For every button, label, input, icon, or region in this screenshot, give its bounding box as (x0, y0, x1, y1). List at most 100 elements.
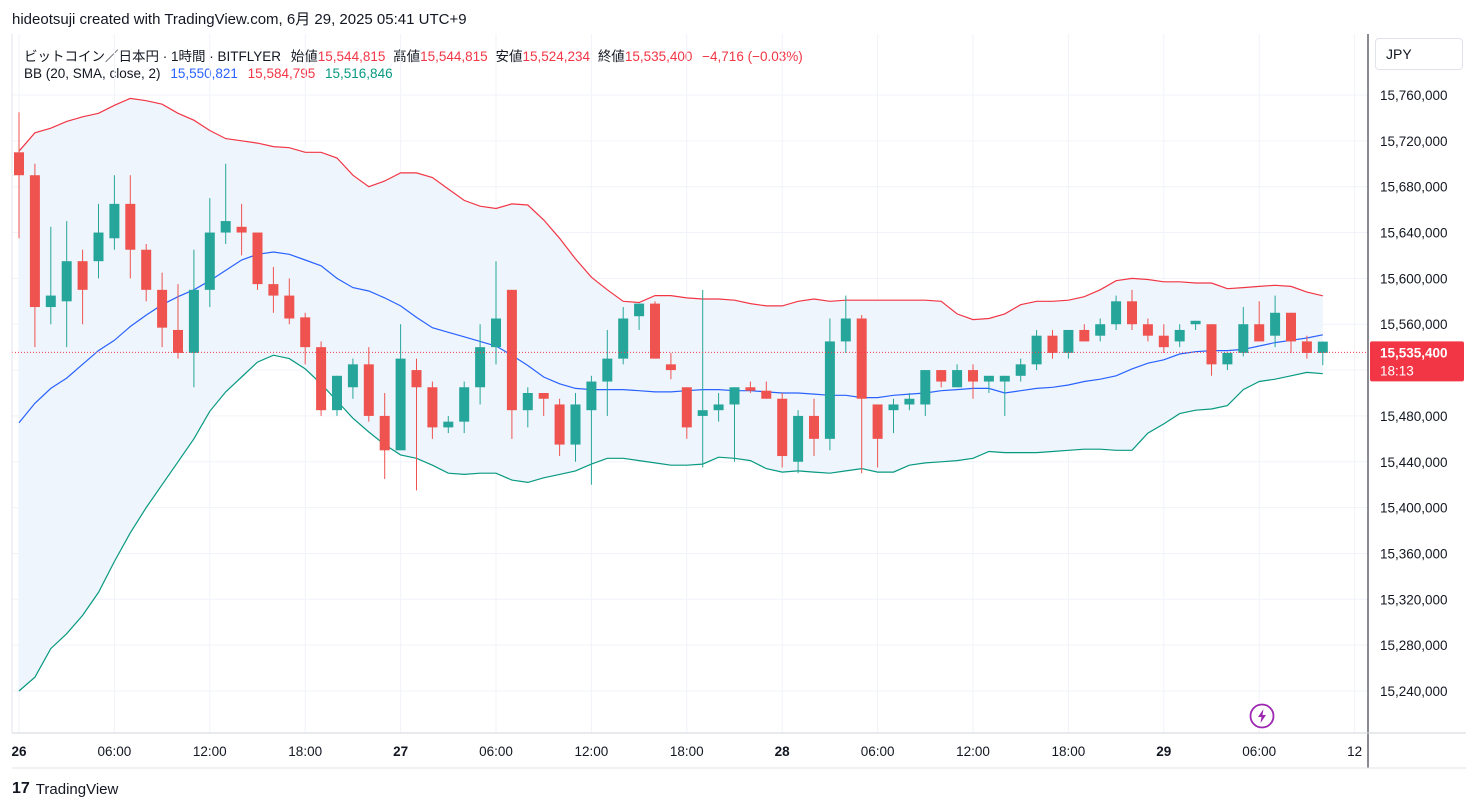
candle-body (697, 410, 708, 416)
y-tick-label: 15,320,000 (1380, 592, 1448, 607)
candle (840, 295, 851, 353)
candle (443, 415, 454, 434)
x-tick-label: 06:00 (98, 744, 132, 759)
y-tick-label: 15,680,000 (1380, 180, 1448, 195)
candle-body (1047, 335, 1058, 353)
symbol-description: ビットコイン／日本円 · 1時間 · BITFLYER (24, 49, 282, 64)
candle (125, 175, 136, 279)
y-tick-label: 15,720,000 (1380, 134, 1448, 149)
candle-body (1063, 329, 1074, 353)
candle-body (1111, 301, 1122, 325)
candles (14, 112, 1328, 491)
candle (1206, 324, 1217, 376)
x-tick-label: 06:00 (861, 744, 895, 759)
candle (204, 198, 215, 308)
candle (602, 329, 613, 416)
candle-body (665, 364, 676, 371)
candle (1222, 352, 1233, 371)
candle-body (809, 415, 819, 439)
candle-body (61, 261, 72, 302)
candle-body (777, 398, 788, 457)
bb-fill-area (19, 98, 1323, 691)
candle-body (316, 347, 327, 411)
x-tick-label: 12:00 (575, 744, 609, 759)
candle (936, 370, 947, 388)
candle (904, 393, 915, 411)
candle-body (379, 415, 390, 451)
price-tag-value: 15,535,400 (1380, 345, 1448, 360)
candle-body (1095, 324, 1106, 336)
candle (491, 261, 501, 365)
close-value: 15,535,400 (624, 49, 693, 64)
y-tick-label: 15,640,000 (1380, 226, 1448, 241)
candle (793, 410, 804, 474)
candle-body (1174, 329, 1185, 342)
candle (1190, 320, 1201, 330)
candle-body (236, 226, 247, 233)
tradingview-logo-icon: 17 (12, 780, 30, 797)
candle-body (125, 203, 136, 250)
candle-body (936, 370, 947, 382)
footer-branding: 17 TradingView (12, 780, 118, 798)
grid-lines (12, 34, 1368, 733)
candle-body (1301, 341, 1312, 353)
currency-selector[interactable]: JPY (1375, 38, 1463, 70)
candle-body (347, 364, 358, 388)
candle-body (761, 390, 772, 399)
y-tick-label: 15,480,000 (1380, 409, 1448, 424)
candle-body (793, 415, 804, 462)
x-tick-label: 06:00 (479, 744, 513, 759)
y-tick-label: 15,360,000 (1380, 546, 1448, 561)
candle-body (824, 341, 835, 439)
y-tick-label: 15,240,000 (1380, 684, 1448, 699)
candle-body (188, 289, 199, 353)
candle-body (45, 295, 56, 308)
candle-body (506, 289, 517, 411)
candle (1015, 358, 1026, 382)
x-tick-label: 26 (11, 744, 27, 759)
candle-body (1190, 320, 1201, 325)
candle (1158, 324, 1169, 353)
candle (29, 163, 40, 348)
candle (506, 289, 517, 439)
candle-body (602, 358, 613, 382)
candle-body (268, 284, 279, 296)
candle (856, 315, 867, 474)
candle (252, 232, 263, 290)
candle-body (491, 318, 501, 348)
candle (1047, 329, 1058, 359)
y-tick-label: 15,560,000 (1380, 317, 1448, 332)
candle-body (713, 404, 724, 411)
candle-body (157, 289, 168, 328)
candle (745, 381, 756, 393)
candle (554, 398, 565, 457)
candle-body (983, 375, 994, 382)
candle (983, 375, 994, 393)
y-tick-label: 15,600,000 (1380, 271, 1448, 286)
open-value: 15,544,815 (317, 49, 386, 64)
candle (157, 272, 168, 348)
candle-body (363, 364, 374, 416)
close-label: 終値 (597, 49, 625, 64)
candle-body (872, 404, 883, 439)
candle-body (586, 381, 597, 411)
candle (14, 112, 24, 239)
candle-body (1031, 335, 1042, 365)
candle-body (427, 387, 438, 428)
candle-body (618, 318, 629, 359)
y-tick-label: 15,280,000 (1380, 638, 1448, 653)
candle-body (1254, 324, 1265, 342)
high-value: 15,544,815 (420, 49, 488, 64)
candle-body (1079, 329, 1090, 342)
candle (761, 381, 772, 399)
candle (77, 249, 88, 325)
lightning-icon[interactable] (1249, 703, 1275, 729)
candle (697, 289, 708, 468)
candle-body (1015, 364, 1026, 376)
candle (1270, 295, 1281, 348)
candle (824, 318, 835, 451)
candle (522, 387, 533, 428)
candle (363, 347, 374, 422)
candle (173, 284, 183, 359)
